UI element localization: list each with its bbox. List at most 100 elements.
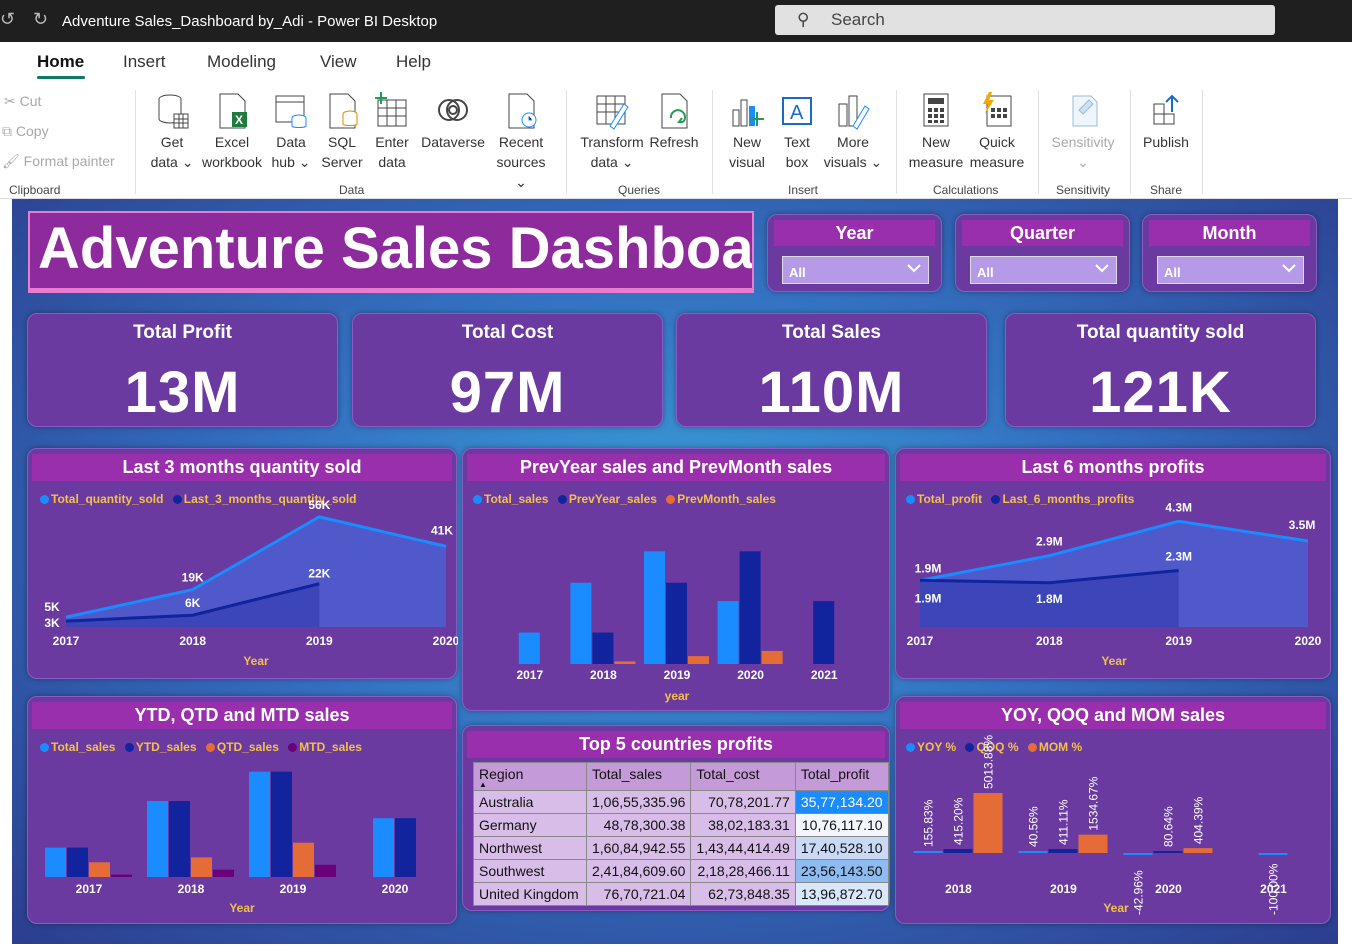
sql-server-icon [329, 93, 358, 129]
get-data-button[interactable]: Get data ⌄ [145, 92, 199, 172]
table-header-row: Region ▲ Total_sales Total_cost Total_pro… [473, 762, 889, 791]
more-visuals-button[interactable]: More visuals ⌄ [822, 92, 884, 172]
table-row[interactable]: Germany 48,78,300.38 38,02,183.31 10,76,117… [473, 813, 889, 837]
undo-icon[interactable]: ↺ [0, 9, 16, 29]
bar [45, 847, 66, 877]
sensitivity-button[interactable]: Sensitivity ⌄ [1046, 92, 1120, 172]
table-cell: 1,43,44,414.49 [690, 836, 796, 860]
visual-title: YOY, QOQ and MOM sales [900, 702, 1326, 729]
new-measure-button[interactable]: New measure [906, 92, 966, 172]
visual-ytd-qtd-mtd-sales[interactable]: YTD, QTD and MTD sales Total_sales YTD_s… [27, 696, 457, 924]
refresh-button[interactable]: Refresh [647, 92, 701, 152]
group-label-clipboard: Clipboard [9, 183, 61, 197]
x-tick-label: 2019 [280, 882, 307, 896]
column-header-region[interactable]: Region ▲ [473, 762, 587, 791]
tab-help[interactable]: Help [396, 52, 431, 71]
x-tick-label: 2018 [179, 634, 206, 648]
chevron-down-icon [1095, 264, 1109, 273]
enter-data-button[interactable]: Enter data [370, 92, 414, 172]
bar [1123, 853, 1153, 855]
quarter-dropdown[interactable]: All [970, 256, 1117, 284]
tab-home[interactable]: Home [37, 52, 85, 71]
transform-data-button[interactable]: Transform data ⌄ [578, 92, 646, 172]
data-label: 24M [733, 449, 756, 452]
month-dropdown[interactable]: All [1157, 256, 1304, 284]
search-box[interactable]: ⚲ Search [775, 5, 1275, 35]
excel-label-1: Excel [214, 134, 250, 150]
scissors-icon: ✂ [4, 93, 16, 109]
copy-button[interactable]: ⧉ Copy [2, 123, 49, 140]
data-label: 1M [126, 697, 143, 700]
legend-dot [40, 743, 49, 752]
table-cell: 23,56,143.50 [794, 859, 889, 883]
excel-workbook-button[interactable]: X Excel workbook [199, 92, 265, 172]
column-header-total-profit[interactable]: Total_profit [794, 762, 889, 791]
bar [249, 771, 270, 877]
column-header-total-sales[interactable]: Total_sales [585, 762, 692, 791]
cut-button[interactable]: ✂ Cut [4, 93, 41, 110]
table-row[interactable]: United Kingdom 76,70,721.04 62,73,848.35 13… [473, 882, 889, 906]
group-separator [1130, 90, 1131, 194]
visual-last-3-months-quantity[interactable]: Last 3 months quantity sold Total_quanti… [27, 448, 458, 679]
sql-server-button[interactable]: SQL Server [318, 92, 366, 172]
data-label: 22K [308, 567, 330, 581]
excel-label-2: workbook [202, 154, 262, 170]
column-header-total-cost[interactable]: Total_cost [690, 762, 796, 791]
publish-button[interactable]: Publish [1138, 92, 1194, 152]
table-row[interactable]: Northwest 1,60,84,942.55 1,43,44,414.49 17,… [473, 836, 889, 860]
bar [717, 601, 739, 664]
area-chart: 1.9M 2.9M 4.3M 3.5M 1.9M 1.8M 2.3M 2017 2018 2019… [907, 500, 1322, 668]
kpi-card-total-quantity: Total quantity sold 121K [1005, 313, 1316, 427]
chart-legend: Total_sales PrevYear_sales PrevMonth_sal… [467, 492, 776, 506]
legend-dot [991, 495, 1001, 504]
tab-insert[interactable]: Insert [123, 52, 166, 71]
kpi-card-total-sales: Total Sales 110M [676, 313, 987, 427]
chart-legend: Total_quantity_sold Last_3_months_quanti… [34, 492, 357, 506]
year-dropdown[interactable]: All [782, 256, 929, 284]
bar [592, 632, 614, 664]
data-label: 3M [228, 697, 245, 700]
legend-dot [473, 495, 482, 504]
cut-label: Cut [19, 93, 42, 109]
sensitivity-icon [1072, 95, 1098, 127]
legend-dot [288, 743, 298, 752]
new-visual-button[interactable]: New visual [722, 92, 772, 172]
sort-arrow-icon: ▲ [479, 780, 487, 789]
slicer-label: Year [774, 220, 935, 246]
redo-icon[interactable]: ↻ [33, 9, 49, 29]
group-label-insert: Insert [788, 183, 819, 197]
table-cell: Northwest [473, 836, 587, 860]
chart-legend: Total_profit Last_6_months_profits [900, 492, 1134, 506]
bar [395, 818, 416, 877]
dataverse-button[interactable]: Dataverse [418, 92, 488, 152]
visual-last-6-months-profits[interactable]: Last 6 months profits Total_profit Last_… [895, 448, 1331, 679]
format-painter-button[interactable]: 🖌 Format painter [2, 153, 115, 170]
quick-measure-button[interactable]: Quick measure [966, 92, 1028, 172]
header-text: Region [479, 766, 524, 782]
visual-prevyear-prevmonth-sales[interactable]: PrevYear sales and PrevMonth sales Total… [462, 448, 890, 711]
table-row[interactable]: Southwest 2,41,84,609.60 2,18,28,466.11 23,… [473, 859, 889, 883]
chevron-down-icon: ⌄ [181, 154, 194, 170]
bar [761, 650, 783, 664]
tab-view[interactable]: View [320, 52, 357, 71]
data-label: 6M [104, 697, 121, 700]
table-cell: Australia [473, 790, 587, 814]
table-row[interactable]: Australia 1,06,55,335.96 70,78,201.77 35,77… [473, 790, 889, 814]
chevron-down-icon [907, 264, 921, 273]
text-box-button[interactable]: A Text box [774, 92, 820, 172]
recent-sources-button[interactable]: Recent sources ⌄ [489, 92, 553, 192]
enter-data-label-1: Enter [375, 134, 409, 150]
data-label: 2.9M [1036, 535, 1063, 549]
recent-label-1: Recent [498, 134, 544, 150]
legend-entry: Last_3_months_quantity_sold [183, 492, 357, 506]
bar [943, 849, 973, 853]
bar-chart: 12M201731M12M1M201843M31M3M201924M43M5M2… [516, 449, 851, 703]
visual-yoy-qoq-mom-sales[interactable]: YOY, QOQ and MOM sales YOY % QOQ % MOM %… [895, 696, 1331, 924]
quick-measure-label-2: measure [969, 154, 1025, 170]
visual-top-5-countries[interactable]: Top 5 countries profits Region ▲ Total_sa… [462, 725, 890, 911]
paintbrush-icon: 🖌 [2, 153, 20, 169]
bar [913, 851, 943, 853]
tab-modeling[interactable]: Modeling [207, 52, 276, 71]
database-icon [158, 94, 189, 129]
data-hub-button[interactable]: Data hub ⌄ [268, 92, 314, 172]
